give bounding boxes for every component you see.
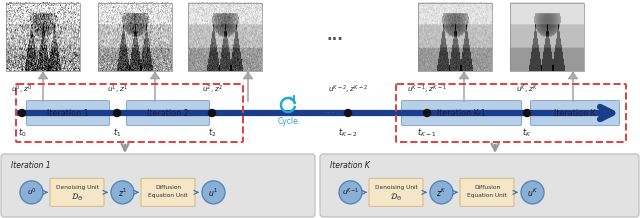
FancyBboxPatch shape [50, 178, 104, 206]
Text: $u^K$: $u^K$ [527, 186, 538, 199]
Polygon shape [568, 72, 578, 79]
Text: $t_1$: $t_1$ [113, 126, 121, 138]
Text: $\mathcal{D}_\Theta$: $\mathcal{D}_\Theta$ [71, 191, 83, 203]
Text: Denoising Unit: Denoising Unit [56, 185, 99, 190]
Text: $t_2$: $t_2$ [208, 126, 216, 138]
Ellipse shape [202, 181, 225, 204]
FancyBboxPatch shape [531, 100, 620, 126]
Text: Iteration 1: Iteration 1 [47, 109, 89, 118]
Bar [188, 3, 262, 71]
Text: $u^{K-2}, z^{K-2}$: $u^{K-2}, z^{K-2}$ [328, 84, 368, 96]
FancyBboxPatch shape [127, 100, 209, 126]
Text: $u^1, z^1$: $u^1, z^1$ [107, 84, 127, 96]
Bar [510, 3, 584, 71]
Ellipse shape [111, 181, 134, 204]
Text: $u^1$: $u^1$ [209, 186, 218, 199]
FancyBboxPatch shape [369, 178, 423, 206]
Polygon shape [150, 72, 160, 79]
FancyBboxPatch shape [460, 178, 514, 206]
Ellipse shape [20, 181, 43, 204]
Polygon shape [38, 72, 48, 79]
Ellipse shape [339, 181, 362, 204]
FancyBboxPatch shape [401, 100, 522, 126]
Text: ...: ... [326, 27, 344, 43]
Text: $z^K$: $z^K$ [436, 186, 447, 199]
FancyBboxPatch shape [141, 178, 195, 206]
Text: Iteration 1: Iteration 1 [11, 161, 51, 170]
Text: Diffusion: Diffusion [155, 185, 181, 190]
Text: Diffusion: Diffusion [474, 185, 500, 190]
Text: $u^{K\!-\!1}$: $u^{K\!-\!1}$ [342, 187, 359, 198]
Circle shape [344, 109, 351, 116]
Text: ···: ··· [324, 107, 336, 120]
Text: $\mathcal{D}_\Theta$: $\mathcal{D}_\Theta$ [390, 191, 402, 203]
Text: Denoising Unit: Denoising Unit [374, 185, 417, 190]
Ellipse shape [430, 181, 453, 204]
Circle shape [524, 109, 531, 116]
FancyBboxPatch shape [26, 100, 109, 126]
Text: $t_0$: $t_0$ [18, 126, 26, 138]
Circle shape [113, 109, 120, 116]
FancyBboxPatch shape [320, 154, 639, 217]
Text: $t_{K-2}$: $t_{K-2}$ [339, 126, 358, 138]
Bar [98, 3, 172, 71]
Text: $t_{K-1}$: $t_{K-1}$ [417, 126, 436, 138]
Text: Iteration K-1: Iteration K-1 [437, 109, 486, 118]
Text: $t_K$: $t_K$ [522, 126, 532, 138]
Polygon shape [459, 72, 469, 79]
Bar [6, 3, 80, 71]
Text: $u^2, z^2$: $u^2, z^2$ [202, 84, 223, 96]
Text: $u^0$: $u^0$ [27, 187, 36, 198]
Text: $u^{K-1}, z^{K-1}$: $u^{K-1}, z^{K-1}$ [407, 84, 447, 96]
FancyBboxPatch shape [1, 154, 315, 217]
Circle shape [424, 109, 431, 116]
Circle shape [19, 109, 26, 116]
Ellipse shape [521, 181, 544, 204]
Text: $z^1$: $z^1$ [118, 186, 127, 199]
Text: Iteration K: Iteration K [330, 161, 370, 170]
Text: Equation Unit: Equation Unit [148, 193, 188, 198]
Circle shape [209, 109, 216, 116]
Polygon shape [243, 72, 253, 79]
Text: $u^0, z^0$: $u^0, z^0$ [12, 84, 33, 96]
Text: Iteration 2: Iteration 2 [147, 109, 189, 118]
Bar [418, 3, 492, 71]
Text: Equation Unit: Equation Unit [467, 193, 507, 198]
Text: $u^K, z^K$: $u^K, z^K$ [516, 84, 538, 96]
Text: Cycle: Cycle [278, 117, 298, 126]
Text: Iteration K: Iteration K [554, 109, 596, 118]
